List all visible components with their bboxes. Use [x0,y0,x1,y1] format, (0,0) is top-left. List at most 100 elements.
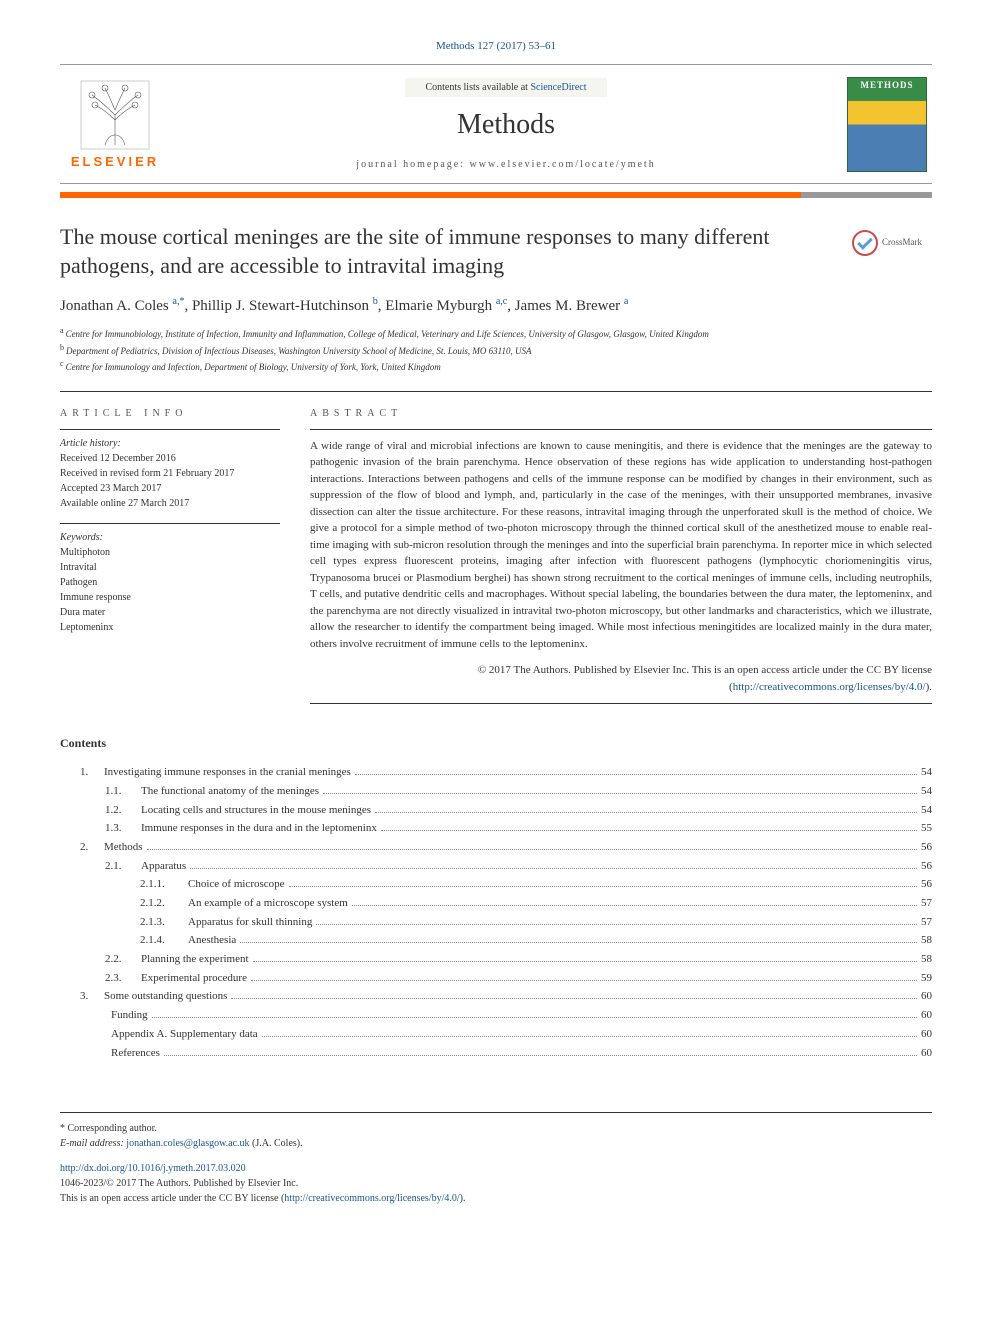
keyword: Intravital [60,560,280,575]
toc-dots [253,961,917,962]
homepage-url: www.elsevier.com/locate/ymeth [470,159,656,170]
toc-number: 2.1.4. [140,931,182,950]
toc-page: 54 [921,782,932,801]
journal-cover: METHODS [842,65,932,183]
toc-page: 54 [921,763,932,782]
toc-page: 56 [921,875,932,894]
toc-row[interactable]: 2.1.4.Anesthesia58 [60,931,932,950]
contents-heading: Contents [60,736,932,751]
open-access-line: This is an open access article under the… [60,1191,932,1206]
author-affiliation-sup: b [373,296,378,307]
divider [310,703,932,704]
sciencedirect-link[interactable]: ScienceDirect [530,82,586,93]
history-item: Available online 27 March 2017 [60,496,280,511]
affiliation-ref-link[interactable]: a [624,296,628,307]
crossmark-icon [852,230,878,256]
article-title: The mouse cortical meninges are the site… [60,223,932,280]
author: Elmarie Myburgh a,c [385,298,507,314]
toc-number: 2.1. [105,857,135,876]
toc-page: 56 [921,838,932,857]
toc-row[interactable]: 2.Methods56 [60,838,932,857]
toc-number: 2.1.1. [140,875,182,894]
abstract-heading: ABSTRACT [310,408,932,419]
header-center: Contents lists available at ScienceDirec… [170,65,842,183]
toc-row[interactable]: 2.3.Experimental procedure59 [60,969,932,988]
toc-number: 2.1.2. [140,894,182,913]
toc-dots [231,998,917,999]
journal-header: ELSEVIER Contents lists available at Sci… [60,64,932,184]
cover-label: METHODS [848,80,926,90]
contents-available: Contents lists available at ScienceDirec… [405,78,606,97]
author-affiliation-sup: a [624,296,628,307]
keywords-heading: Keywords: [60,532,280,543]
toc-row[interactable]: 1.Investigating immune responses in the … [60,763,932,782]
authors-line: Jonathan A. Coles a,*, Phillip J. Stewar… [60,296,932,315]
keyword: Multiphoton [60,545,280,560]
license-link[interactable]: http://creativecommons.org/licenses/by/4… [733,681,926,693]
title-text: The mouse cortical meninges are the site… [60,224,770,278]
color-bar [60,192,932,198]
keyword: Immune response [60,590,280,605]
divider [310,429,932,430]
toc-number: 2.3. [105,969,135,988]
journal-reference: Methods 127 (2017) 53–61 [60,40,932,52]
toc-title: Funding [105,1006,148,1025]
affiliation-ref-link[interactable]: b [373,296,378,307]
author-email-link[interactable]: jonathan.coles@glasgow.ac.uk [126,1138,249,1149]
toc-dots [190,868,917,869]
history-item: Received 12 December 2016 [60,451,280,466]
homepage-prefix: journal homepage: [356,159,469,170]
page: Methods 127 (2017) 53–61 ELSEVIER [0,0,992,1246]
history-list: Received 12 December 2016Received in rev… [60,451,280,511]
affiliation: b Department of Pediatrics, Division of … [60,342,932,359]
affiliation-ref-link[interactable]: a,* [173,296,185,307]
toc-row[interactable]: 3.Some outstanding questions60 [60,987,932,1006]
keyword: Dura mater [60,605,280,620]
toc-number: 2.2. [105,950,135,969]
toc-page: 60 [921,1044,932,1063]
toc-row[interactable]: 2.2.Planning the experiment58 [60,950,932,969]
toc-title: Some outstanding questions [98,987,227,1006]
keywords-section: Keywords: MultiphotonIntravitalPathogenI… [60,532,280,635]
toc-row[interactable]: Appendix A. Supplementary data 60 [60,1025,932,1044]
corresponding-author: * Corresponding author. [60,1121,932,1136]
journal-ref-link[interactable]: Methods 127 (2017) 53–61 [436,40,556,52]
toc-page: 55 [921,819,932,838]
toc-dots [375,812,917,813]
toc-row[interactable]: 2.1.Apparatus56 [60,857,932,876]
toc-page: 56 [921,857,932,876]
toc-number: 2.1.3. [140,913,182,932]
toc-dots [289,886,917,887]
email-name: (J.A. Coles). [250,1138,303,1149]
toc-page: 60 [921,1025,932,1044]
footer-license-link[interactable]: http://creativecommons.org/licenses/by/4… [284,1193,459,1204]
doi-link[interactable]: http://dx.doi.org/10.1016/j.ymeth.2017.0… [60,1163,246,1174]
copyright-close: ). [926,681,932,693]
affiliation-label: b [60,343,66,352]
toc-title: Anesthesia [182,931,236,950]
toc-row[interactable]: 2.1.3.Apparatus for skull thinning57 [60,913,932,932]
toc-title: Planning the experiment [135,950,249,969]
history-item: Accepted 23 March 2017 [60,481,280,496]
affiliation-ref-link[interactable]: a,c [496,296,507,307]
issn-line: 1046-2023/© 2017 The Authors. Published … [60,1176,932,1191]
toc-number: 3. [80,987,98,1006]
toc-row[interactable]: 1.3.Immune responses in the dura and in … [60,819,932,838]
toc-row[interactable]: References60 [60,1044,932,1063]
email-label: E-mail address: [60,1138,126,1149]
keyword: Pathogen [60,575,280,590]
toc-dots [147,849,918,850]
toc-row[interactable]: 1.1.The functional anatomy of the mening… [60,782,932,801]
toc-page: 57 [921,894,932,913]
doi-line: http://dx.doi.org/10.1016/j.ymeth.2017.0… [60,1161,932,1176]
toc-row[interactable]: 2.1.1.Choice of microscope56 [60,875,932,894]
toc-title: Appendix A. Supplementary data [105,1025,258,1044]
toc-title: Experimental procedure [135,969,247,988]
toc-dots [262,1036,917,1037]
author-affiliation-sup: a,* [173,296,185,307]
toc-row[interactable]: 2.1.2.An example of a microscope system5… [60,894,932,913]
toc-row[interactable]: 1.2.Locating cells and structures in the… [60,801,932,820]
toc-row[interactable]: Funding60 [60,1006,932,1025]
open-access-close: ). [460,1193,466,1204]
crossmark-badge[interactable]: CrossMark [852,228,932,258]
